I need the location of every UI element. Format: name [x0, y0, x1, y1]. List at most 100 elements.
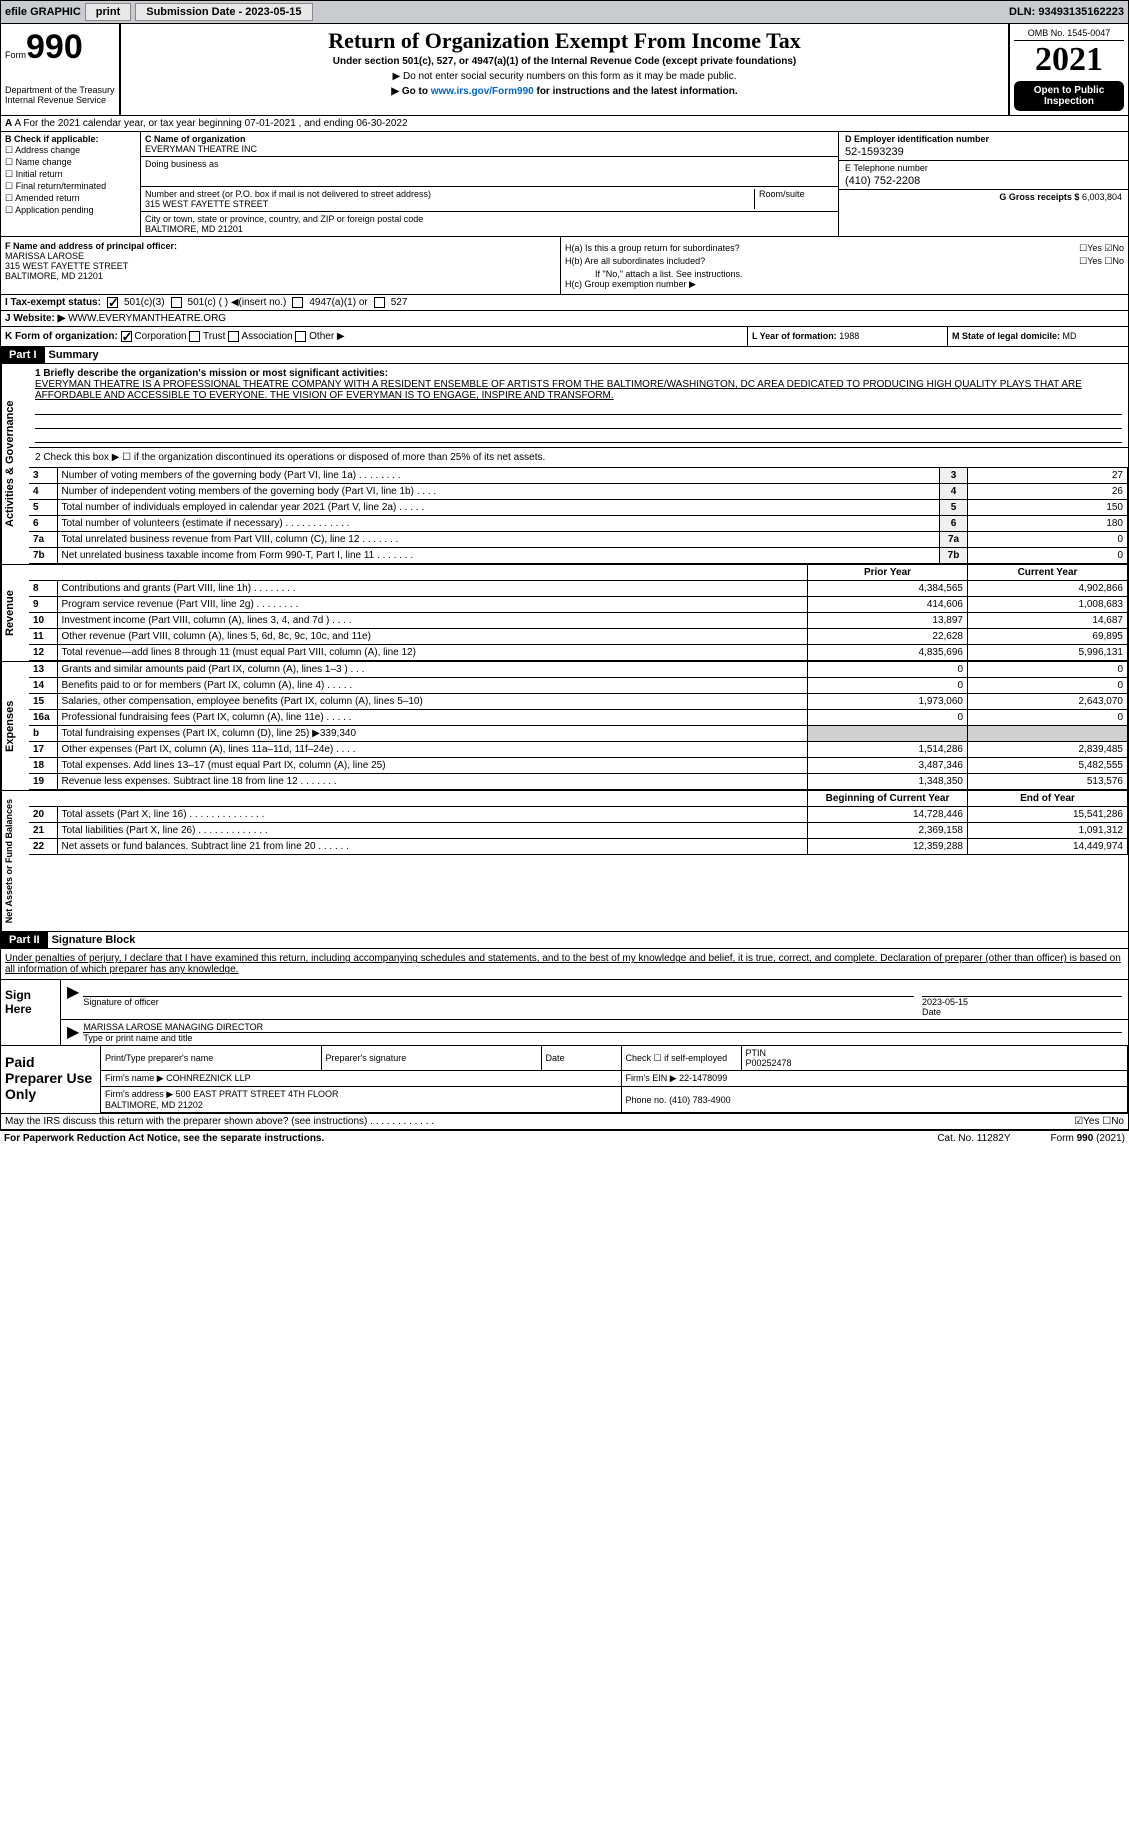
officer-addr1: 315 WEST FAYETTE STREET: [5, 261, 556, 271]
footer-form: Form 990 (2021): [1051, 1133, 1125, 1144]
gross-receipts-value: 6,003,804: [1082, 192, 1122, 202]
row-j-website: J Website: ▶ WWW.EVERYMANTHEATRE.ORG: [0, 311, 1129, 327]
chk-application-pending: ☐ Application pending: [5, 205, 136, 216]
m-value: MD: [1063, 331, 1077, 341]
part2-title: Signature Block: [48, 932, 140, 948]
tax-year-text: A For the 2021 calendar year, or tax yea…: [14, 118, 407, 129]
part1-gov-wrap: Activities & Governance 1 Briefly descri…: [0, 364, 1129, 565]
table-governance: 3Number of voting members of the governi…: [29, 468, 1128, 564]
ein-label: D Employer identification number: [845, 134, 1122, 144]
sig-name-label: Type or print name and title: [83, 1032, 1122, 1043]
open-inspection-badge: Open to Public Inspection: [1014, 81, 1124, 111]
paid-preparer-row: Paid Preparer Use Only Print/Type prepar…: [0, 1046, 1129, 1114]
prep-check-label: Check ☐ if self-employed: [621, 1046, 741, 1071]
form-title: Return of Organization Exempt From Incom…: [129, 28, 1000, 54]
city: BALTIMORE, MD 21201: [145, 224, 834, 234]
ein-value: 52-1593239: [845, 146, 1122, 158]
section-fh: F Name and address of principal officer:…: [0, 237, 1129, 295]
topbar: efile GRAPHIC print Submission Date - 20…: [0, 0, 1129, 24]
ptin-label: PTIN: [746, 1048, 767, 1058]
addr-label: Number and street (or P.O. box if mail i…: [145, 189, 754, 199]
city-label: City or town, state or province, country…: [145, 214, 834, 224]
footer-left: For Paperwork Reduction Act Notice, see …: [4, 1133, 324, 1144]
chk-trust: [189, 331, 200, 342]
q2-label: 2 Check this box ▶ ☐ if the organization…: [29, 448, 1128, 468]
part2-badge: Part II: [1, 932, 48, 948]
chk-final-return: ☐ Final return/terminated: [5, 181, 136, 192]
chk-other: [295, 331, 306, 342]
hb-label: H(b) Are all subordinates included?: [565, 256, 705, 267]
dept-label: Department of the Treasury Internal Reve…: [5, 85, 115, 105]
hb-answer: ☐Yes ☐No: [1079, 256, 1124, 267]
form-subtitle-1: Under section 501(c), 527, or 4947(a)(1)…: [129, 56, 1000, 67]
part1-header-row: Part I Summary: [0, 347, 1129, 364]
part1-rev-wrap: Revenue Prior YearCurrent Year8Contribut…: [0, 565, 1129, 662]
org-name: EVERYMAN THEATRE INC: [145, 144, 834, 154]
officer-name: MARISSA LAROSE: [5, 251, 556, 261]
officer-addr2: BALTIMORE, MD 21201: [5, 271, 556, 281]
form-header: Form990 Department of the Treasury Inter…: [0, 24, 1129, 116]
row-a-tax-year: A A For the 2021 calendar year, or tax y…: [0, 116, 1129, 132]
submission-date-button[interactable]: Submission Date - 2023-05-15: [135, 3, 312, 21]
dba-label: Doing business as: [145, 159, 834, 169]
phone-label: E Telephone number: [845, 163, 1122, 173]
website-value: WWW.EVERYMANTHEATRE.ORG: [68, 313, 226, 324]
sign-here-row: Sign Here ▶ Signature of officer 2023-05…: [0, 980, 1129, 1046]
part1-badge: Part I: [1, 347, 45, 363]
efile-label: efile GRAPHIC: [5, 6, 81, 18]
chk-initial-return: ☐ Initial return: [5, 169, 136, 180]
firm-ein: 22-1478099: [679, 1073, 727, 1083]
arrow-icon: ▶: [67, 982, 79, 1017]
sidebar-exp: Expenses: [1, 662, 29, 790]
part2-header-row: Part II Signature Block: [0, 932, 1129, 949]
irs-link[interactable]: www.irs.gov/Form990: [431, 86, 534, 97]
addr: 315 WEST FAYETTE STREET: [145, 199, 754, 209]
chk-501c3: [107, 297, 118, 308]
form-subtitle-2: ▶ Do not enter social security numbers o…: [129, 71, 1000, 82]
phone-value: (410) 752-2208: [845, 175, 1122, 187]
col-h-group: H(a) Is this a group return for subordin…: [561, 237, 1128, 294]
table-expenses: 13Grants and similar amounts paid (Part …: [29, 662, 1128, 790]
website-label: J Website: ▶: [5, 313, 65, 324]
room-label: Room/suite: [759, 189, 834, 199]
chk-527: [374, 297, 385, 308]
tax-status-label: I Tax-exempt status:: [5, 297, 101, 308]
chk-corp: [121, 331, 132, 342]
sig-officer-label: Signature of officer: [83, 997, 158, 1007]
ha-answer: ☐Yes ☑No: [1079, 243, 1124, 254]
chk-amended-return: ☐ Amended return: [5, 193, 136, 204]
m-label: M State of legal domicile:: [952, 331, 1060, 341]
chk-address-change: ☐ Address change: [5, 145, 136, 156]
col-d-ein-phone: D Employer identification number 52-1593…: [838, 132, 1128, 236]
firm-ein-label: Firm's EIN ▶: [626, 1073, 677, 1083]
chk-501c: [171, 297, 182, 308]
k-label: K Form of organization:: [5, 331, 118, 342]
gross-receipts-label: G Gross receipts $: [999, 192, 1079, 202]
sig-name: MARISSA LAROSE MANAGING DIRECTOR: [83, 1022, 263, 1032]
part1-net-wrap: Net Assets or Fund Balances Beginning of…: [0, 791, 1129, 932]
arrow-icon-2: ▶: [67, 1022, 79, 1043]
part1-title: Summary: [45, 347, 103, 363]
footer-cat: Cat. No. 11282Y: [937, 1133, 1010, 1144]
row-i-tax-status: I Tax-exempt status: 501(c)(3) 501(c) ( …: [0, 295, 1129, 311]
form-number: 990: [26, 28, 83, 66]
print-button[interactable]: print: [85, 3, 131, 21]
mission-block: 1 Briefly describe the organization's mi…: [29, 364, 1128, 448]
mission-text: EVERYMAN THEATRE IS A PROFESSIONAL THEAT…: [35, 379, 1122, 401]
part1-exp-wrap: Expenses 13Grants and similar amounts pa…: [0, 662, 1129, 791]
col-b-checkboxes: B Check if applicable: ☐ Address change …: [1, 132, 141, 236]
discuss-answer: ☑Yes ☐No: [1074, 1116, 1124, 1127]
omb-label: OMB No. 1545-0047: [1014, 28, 1124, 41]
discuss-label: May the IRS discuss this return with the…: [5, 1116, 434, 1127]
signature-declaration: Under penalties of perjury, I declare th…: [0, 949, 1129, 980]
sign-here-label: Sign Here: [1, 980, 61, 1045]
prep-date-label: Date: [541, 1046, 621, 1071]
section-bcd: B Check if applicable: ☐ Address change …: [0, 132, 1129, 237]
hc-label: H(c) Group exemption number ▶: [565, 279, 1124, 290]
tax-year: 2021: [1014, 41, 1124, 79]
discuss-row: May the IRS discuss this return with the…: [0, 1114, 1129, 1130]
sidebar-gov: Activities & Governance: [1, 364, 29, 564]
dln-label: DLN: 93493135162223: [1009, 6, 1124, 18]
row-klm: K Form of organization: Corporation Trus…: [0, 327, 1129, 347]
l-value: 1988: [839, 331, 859, 341]
